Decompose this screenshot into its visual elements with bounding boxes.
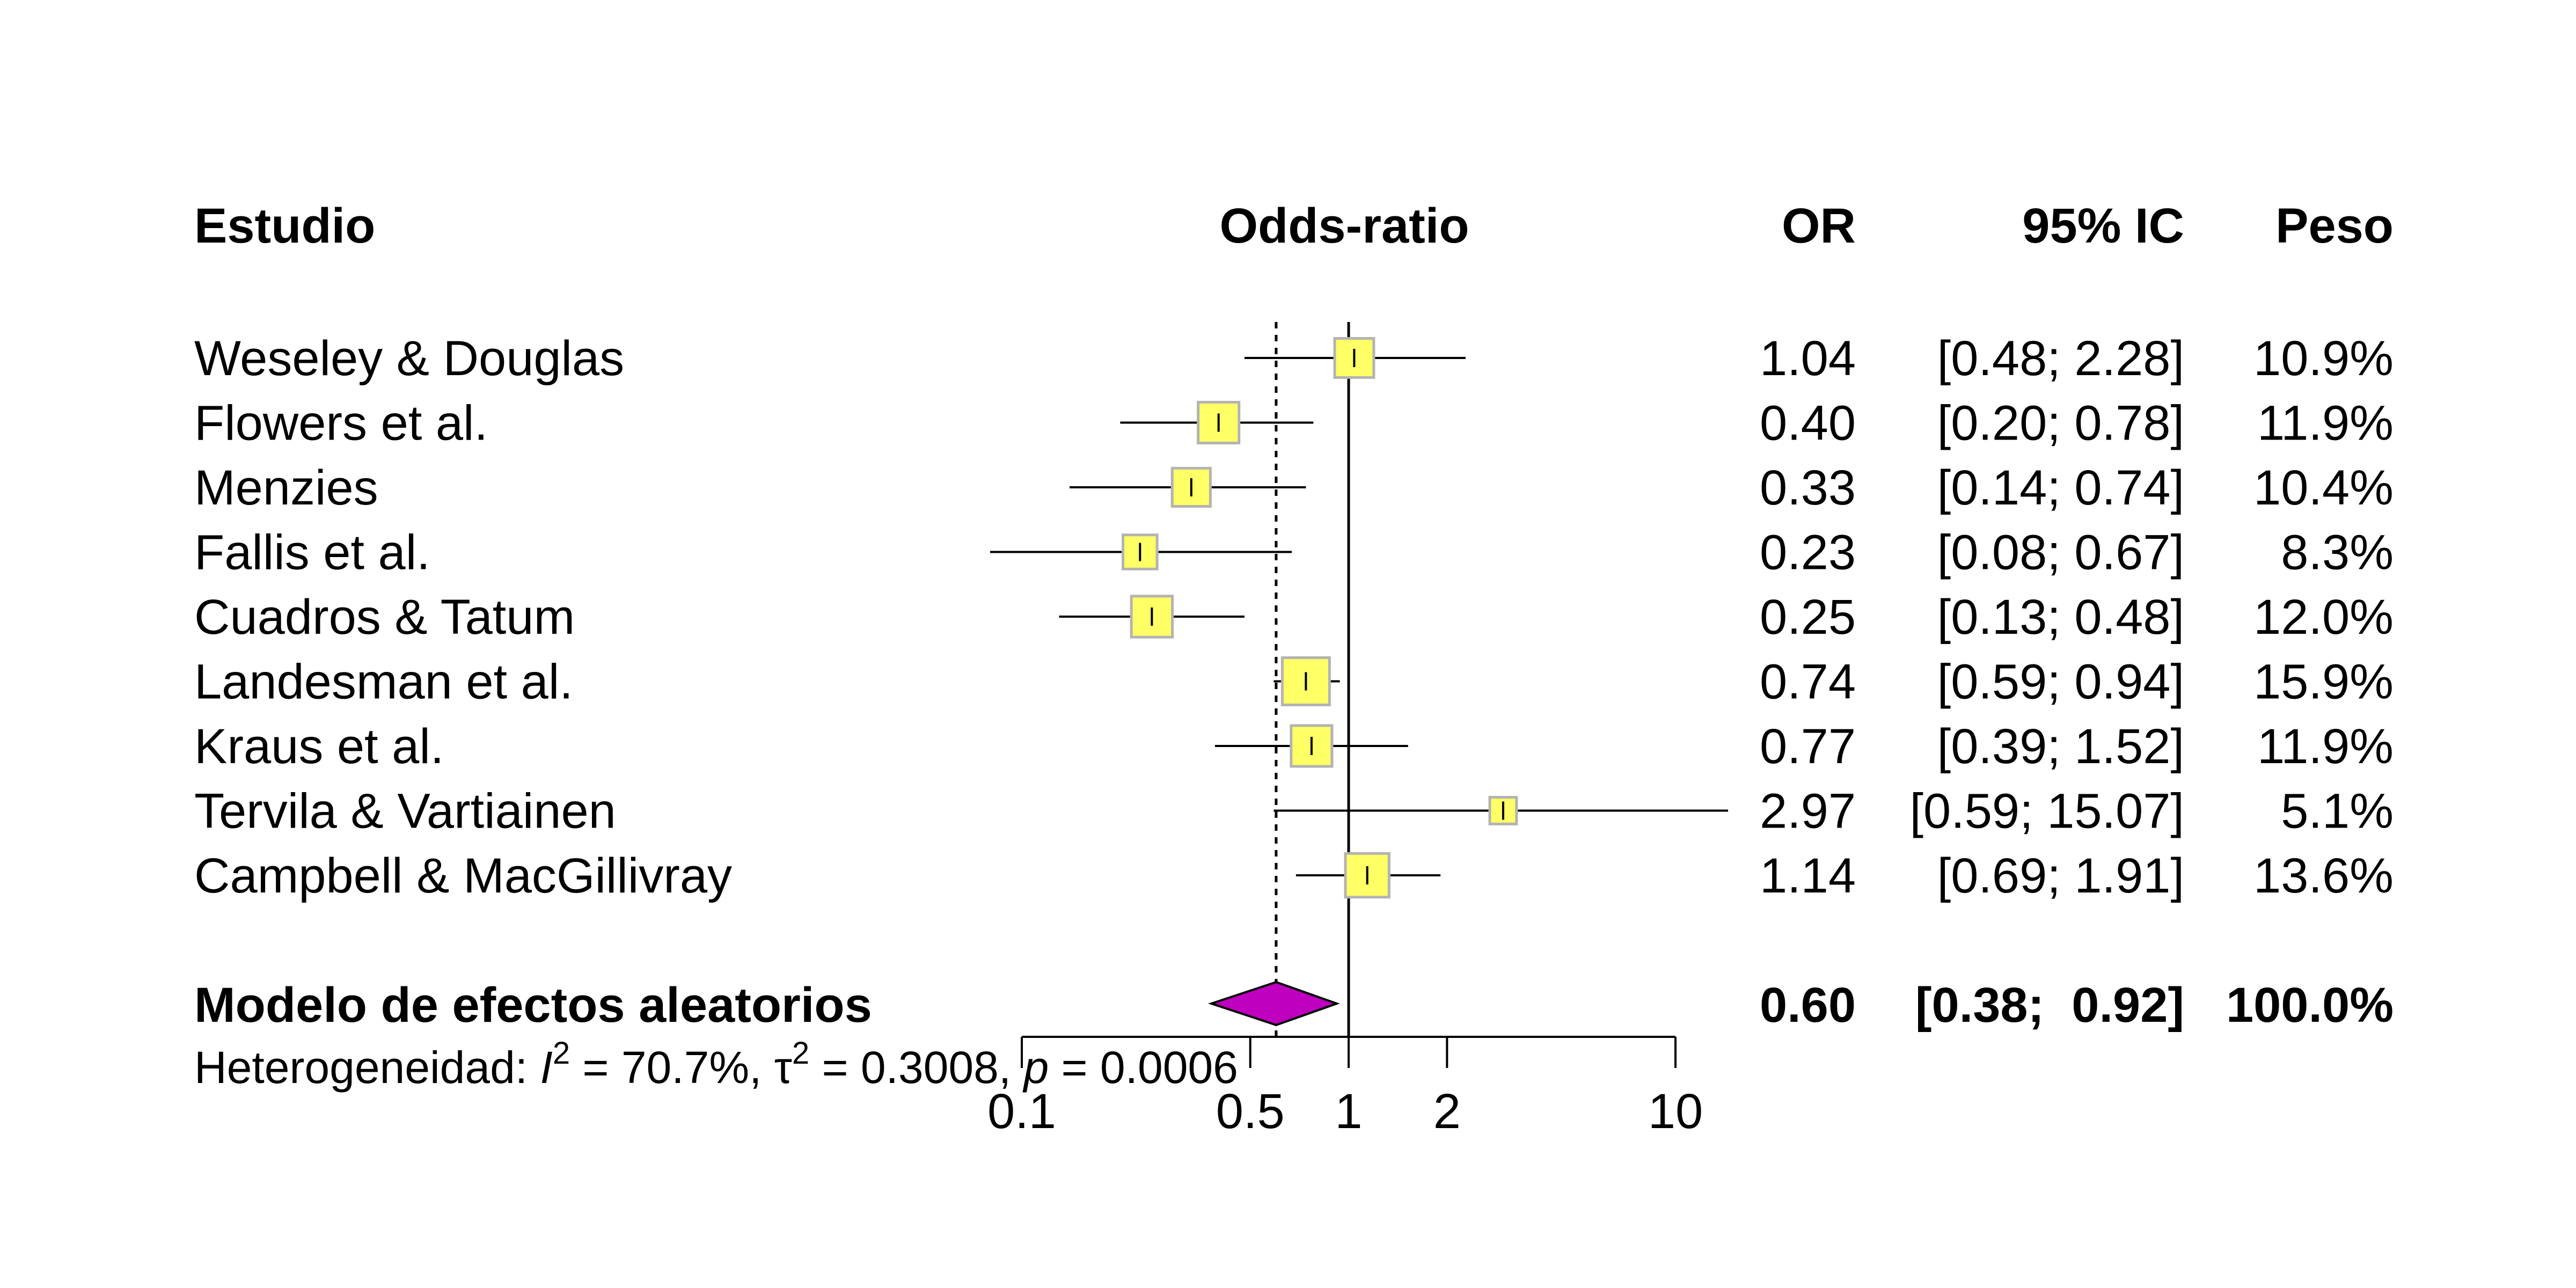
study-name: Cuadros & Tatum — [194, 590, 575, 645]
study-weight: 8.3% — [2281, 525, 2394, 580]
study-row: Cuadros & Tatum 0.25 [0.13; 0.48] 12.0% — [194, 590, 2394, 645]
study-name: Kraus et al. — [194, 719, 444, 774]
study-ci: [0.13; 0.48] — [1937, 590, 2184, 645]
x-tick-label: 2 — [1433, 1084, 1461, 1139]
study-row: Kraus et al. 0.77 [0.39; 1.52] 11.9% — [194, 719, 2394, 774]
header-or: OR — [1782, 199, 1856, 253]
study-or: 0.33 — [1760, 460, 1856, 515]
study-name: Menzies — [194, 460, 378, 515]
header-weight: Peso — [2275, 199, 2394, 253]
tau-value: = 0.3008, — [809, 1042, 1023, 1093]
study-ci: [0.48; 2.28] — [1937, 331, 2184, 386]
study-row: Fallis et al. 0.23 [0.08; 0.67] 8.3% — [194, 525, 2394, 580]
study-name: Landesman et al. — [194, 655, 573, 709]
heterogeneity-prefix: Heterogeneidad: — [194, 1042, 540, 1093]
study-or: 0.25 — [1760, 590, 1856, 645]
header-study: Estudio — [194, 199, 375, 253]
x-axis: 0.1 0.5 1 2 10 — [987, 1036, 1703, 1139]
summary-or: 0.60 — [1760, 978, 1856, 1033]
weight-box — [1197, 400, 1241, 445]
study-ci: [0.69; 1.91] — [1937, 848, 2184, 903]
i2-superscript: 2 — [553, 1036, 570, 1071]
study-or: 0.77 — [1760, 719, 1856, 774]
summary-weight: 100.0% — [2226, 978, 2394, 1033]
tau-symbol: τ — [774, 1042, 792, 1093]
x-tick-label: 1 — [1335, 1084, 1362, 1139]
study-weight: 10.9% — [2253, 331, 2394, 386]
study-name: Campbell & MacGillivray — [194, 848, 732, 903]
study-weight: 12.0% — [2253, 590, 2394, 645]
x-tick-label: 0.1 — [987, 1084, 1056, 1139]
i2-value: = 70.7%, — [570, 1042, 774, 1093]
study-ci: [0.59; 0.94] — [1937, 655, 2184, 709]
study-or: 2.97 — [1760, 784, 1856, 839]
study-or: 1.14 — [1760, 848, 1856, 903]
study-weight: 11.9% — [2257, 396, 2394, 451]
study-row: Tervila & Vartiainen 2.97 [0.59; 15.07] 5.1… — [194, 784, 2394, 839]
study-name: Weseley & Douglas — [194, 331, 624, 386]
study-row: Flowers et al. 0.40 [0.20; 0.78] 11.9% — [194, 396, 2394, 451]
study-ci: [0.20; 0.78] — [1937, 396, 2184, 451]
study-name: Flowers et al. — [194, 396, 488, 451]
i2-symbol: I — [540, 1042, 552, 1093]
p-symbol: p — [1022, 1042, 1049, 1093]
header-odds-ratio: Odds-ratio — [1219, 199, 1469, 253]
heterogeneity-text: Heterogeneidad: I2 = 70.7%, τ2 = 0.3008,… — [194, 1036, 1238, 1093]
study-or: 0.40 — [1760, 396, 1856, 451]
x-tick-label: 10 — [1648, 1084, 1703, 1139]
study-ci: [0.08; 0.67] — [1937, 525, 2184, 580]
study-or: 1.04 — [1760, 331, 1856, 386]
study-weight: 15.9% — [2253, 655, 2394, 709]
study-row: Campbell & MacGillivray 1.14 [0.69; 1.91] 1… — [194, 848, 2394, 903]
x-tick-label: 0.5 — [1216, 1084, 1285, 1139]
tau-superscript: 2 — [792, 1036, 809, 1071]
study-ci: [0.14; 0.74] — [1937, 460, 2184, 515]
study-weight: 11.9% — [2257, 719, 2394, 774]
study-name: Fallis et al. — [194, 525, 430, 580]
study-ci: [0.39; 1.52] — [1937, 719, 2184, 774]
study-row: Menzies 0.33 [0.14; 0.74] 10.4% — [194, 460, 2394, 515]
study-or: 0.74 — [1760, 655, 1856, 709]
summary-diamond — [1208, 980, 1340, 1027]
p-value: = 0.0006 — [1049, 1042, 1238, 1093]
study-ci: [0.59; 15.07] — [1909, 784, 2184, 839]
study-rows: Weseley & Douglas 1.04 [0.48; 2.28] 10.9% Fl… — [194, 331, 2394, 903]
study-or: 0.23 — [1760, 525, 1856, 580]
summary-label: Modelo de efectos aleatorios — [194, 978, 872, 1033]
summary-ci: [0.38; 0.92] — [1915, 978, 2184, 1033]
study-row: Landesman et al. 0.74 [0.59; 0.94] 15.9% — [194, 655, 2394, 709]
header-ci: 95% IC — [2022, 199, 2184, 253]
study-weight: 5.1% — [2281, 784, 2394, 839]
study-row: Weseley & Douglas 1.04 [0.48; 2.28] 10.9% — [194, 331, 2394, 386]
study-weight: 13.6% — [2253, 848, 2394, 903]
study-weight: 10.4% — [2253, 460, 2394, 515]
study-name: Tervila & Vartiainen — [194, 784, 616, 839]
